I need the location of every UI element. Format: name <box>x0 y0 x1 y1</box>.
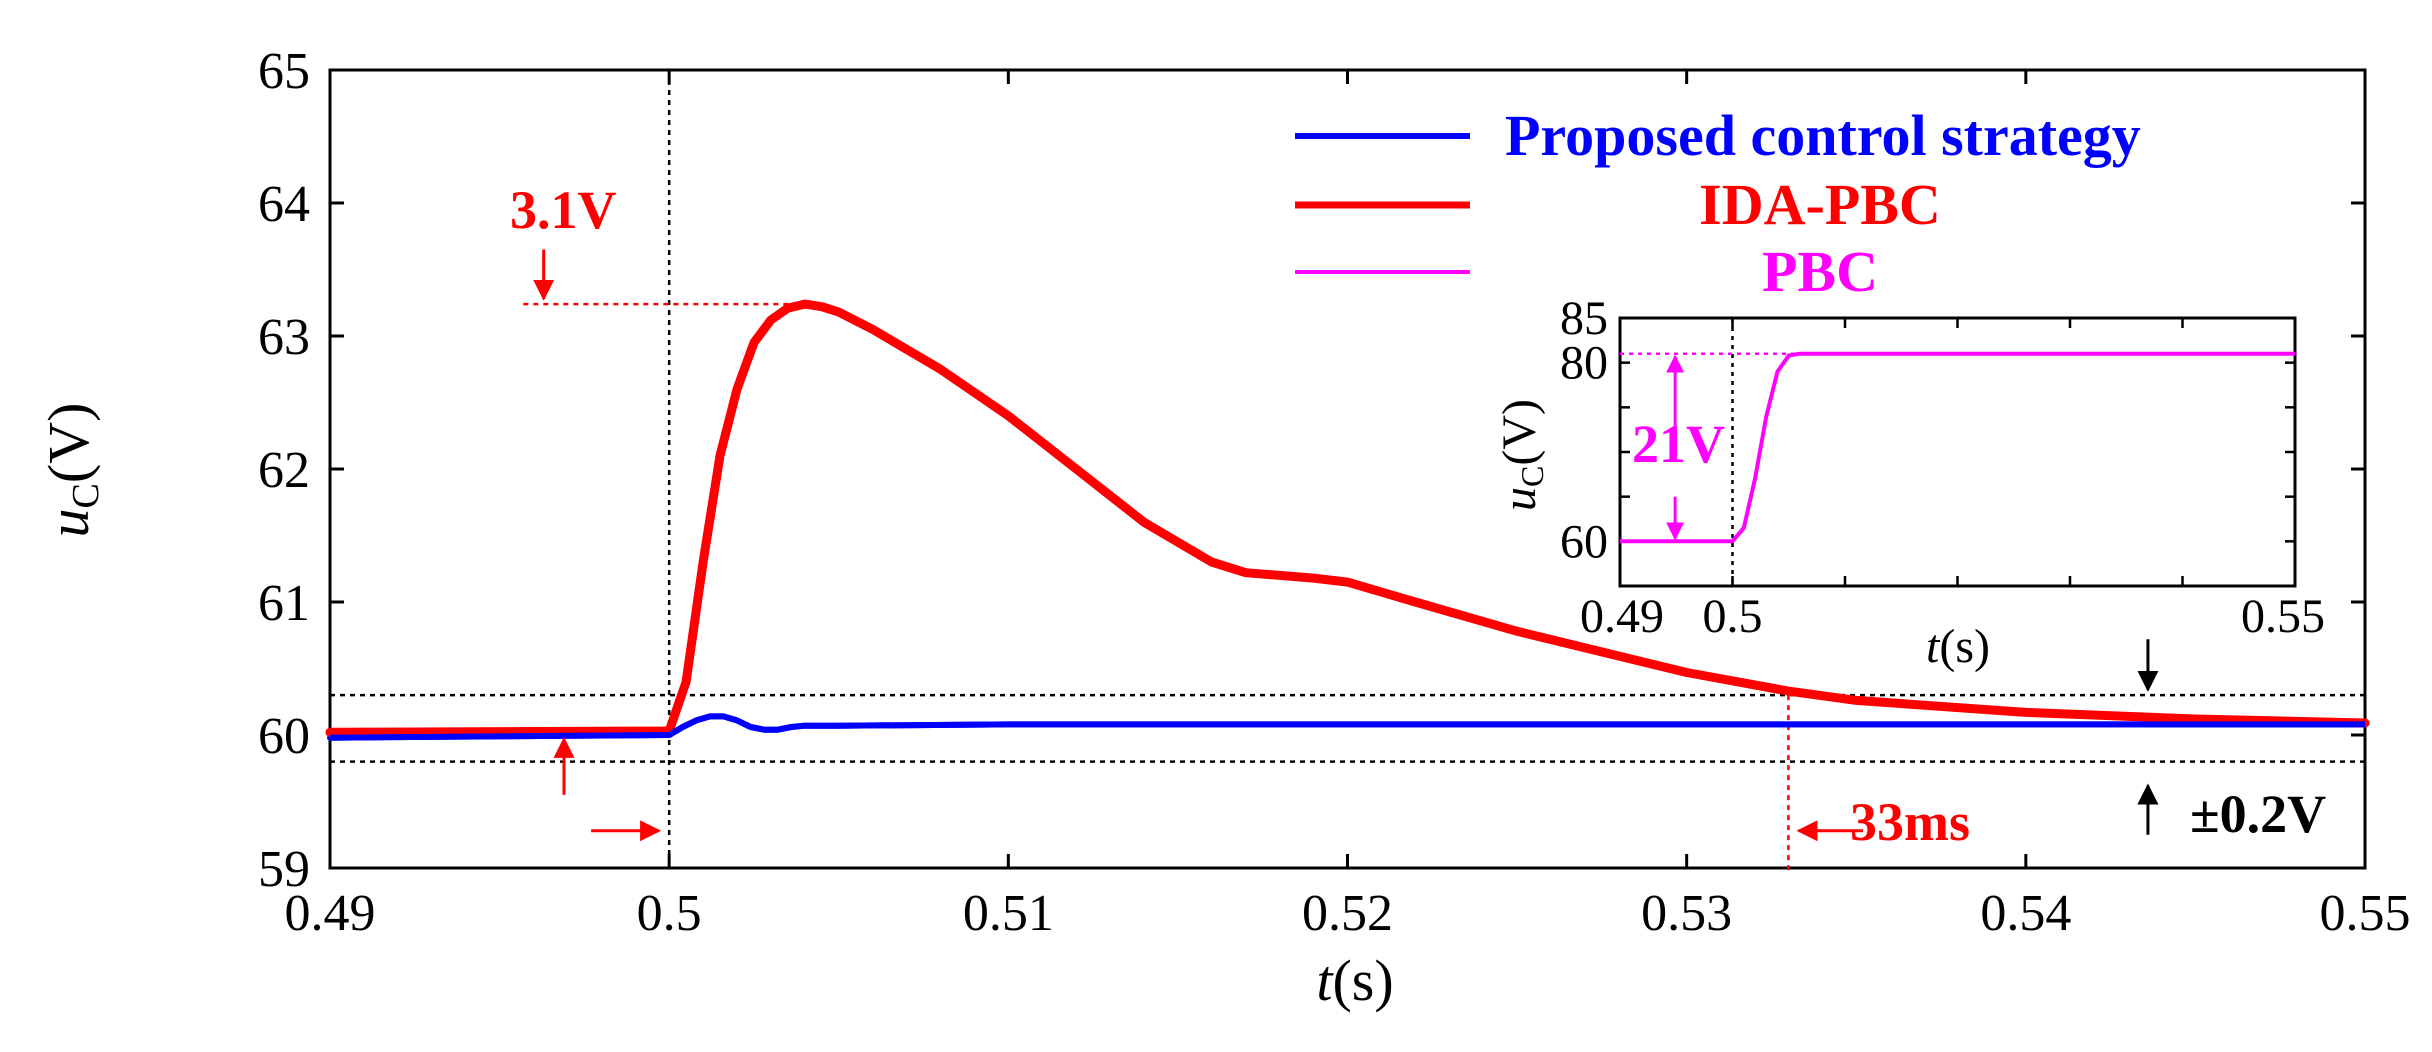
inset-rise-label: 21V <box>1632 414 1725 474</box>
y-tick-label: 61 <box>258 575 310 632</box>
y-tick-label: 62 <box>258 442 310 499</box>
x-tick-label: 0.5 <box>637 885 702 942</box>
series-line-ida-pbc <box>325 299 2370 737</box>
legend: Proposed control strategy IDA-PBC PBC <box>1295 103 2141 304</box>
inset-x-tick-label: 0.55 <box>2241 590 2325 643</box>
inset-y-tick-label: 85 <box>1560 292 1608 345</box>
overshoot-label: 3.1V <box>510 180 617 240</box>
main-annotations <box>533 249 2159 842</box>
inset-y-axis-label: uC(V) <box>1493 399 1550 511</box>
inset-x-axis-label: t(s) <box>1926 620 1990 673</box>
inset-series-line-pbc <box>1620 351 2295 544</box>
series-line-proposed-top <box>329 713 2365 741</box>
x-tick-label: 0.55 <box>2320 885 2411 942</box>
main-ticks: 0.49 0.5 0.51 0.52 0.53 0.54 0.55 59 60 61 62 63 64 6… <box>258 43 2411 942</box>
main-series <box>325 299 2370 741</box>
inset-x-tick-label: 0.5 <box>1703 590 1763 643</box>
y-tick-label: 60 <box>258 708 310 765</box>
x-tick-label: 0.49 <box>285 885 376 942</box>
legend-label-ida-pbc: IDA-PBC <box>1699 172 1941 237</box>
band-label: ±0.2V <box>2190 784 2326 844</box>
x-tick-label: 0.53 <box>1641 885 1732 942</box>
settling-time-label: 33ms <box>1850 792 1970 852</box>
y-tick-label: 63 <box>258 309 310 366</box>
inset-y-tick-label: 60 <box>1560 515 1608 568</box>
x-tick-label: 0.54 <box>1980 885 2071 942</box>
x-tick-label: 0.51 <box>963 885 1054 942</box>
inset-reference-lines <box>1620 318 2295 586</box>
y-axis-label: uC(V) <box>36 403 107 538</box>
y-tick-label: 59 <box>258 841 310 898</box>
inset-y-tick-label: 80 <box>1560 337 1608 390</box>
inset-x-tick-label: 0.49 <box>1580 590 1664 643</box>
legend-label-proposed: Proposed control strategy <box>1505 103 2141 168</box>
y-tick-label: 64 <box>258 176 310 233</box>
x-axis-label: t(s) <box>1316 948 1393 1013</box>
inset-series <box>1620 351 2295 544</box>
x-tick-label: 0.52 <box>1302 885 1393 942</box>
legend-label-pbc: PBC <box>1762 239 1878 304</box>
y-tick-label: 65 <box>258 43 310 100</box>
